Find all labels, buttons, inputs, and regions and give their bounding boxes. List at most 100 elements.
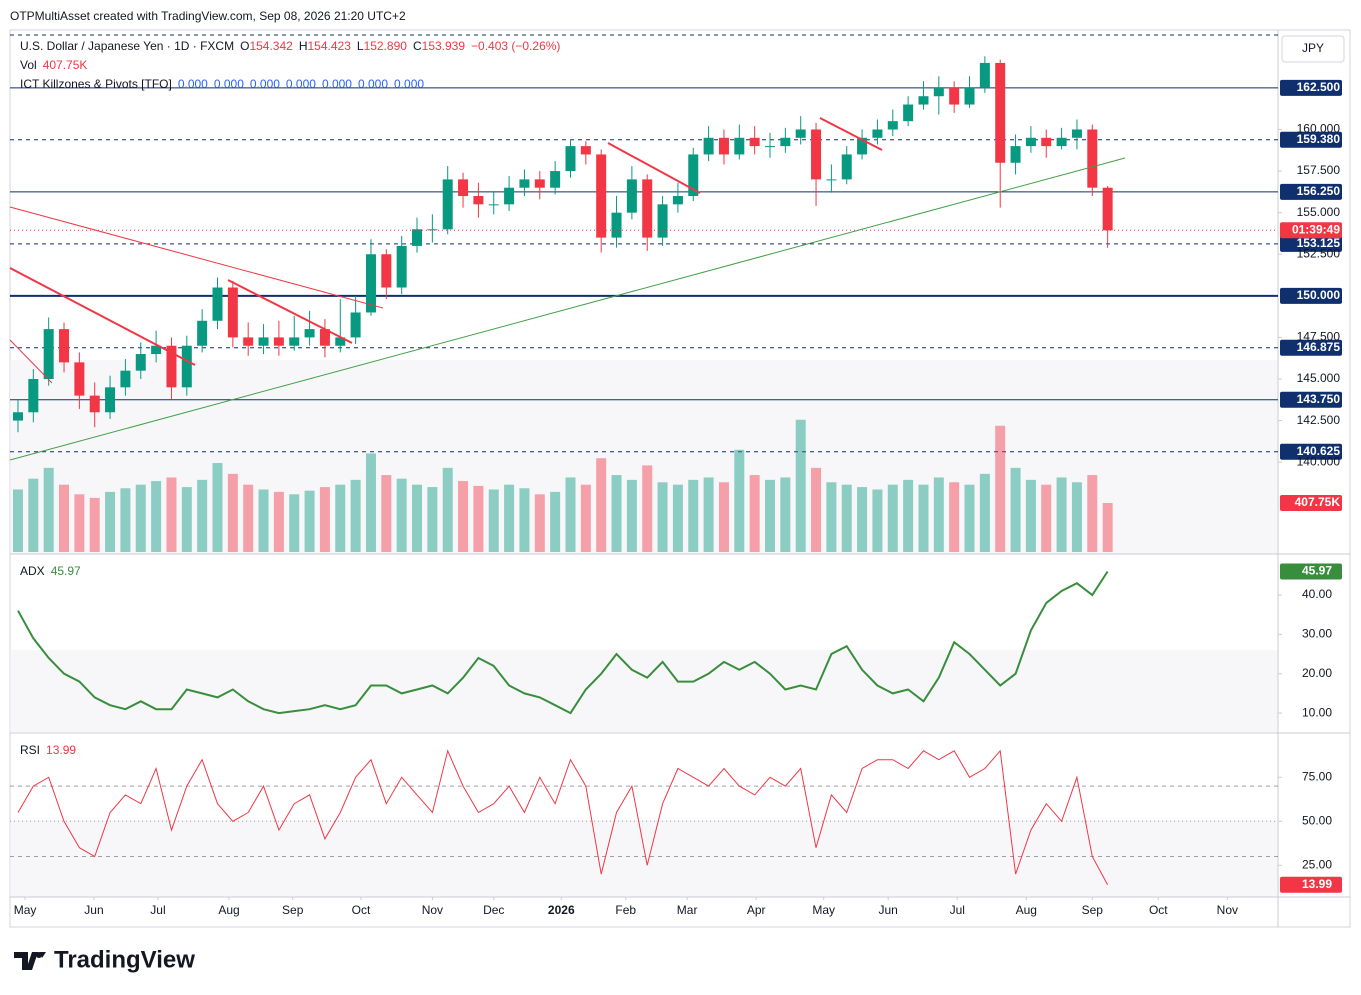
candle-body (672, 196, 683, 205)
level-tag (1280, 287, 1342, 304)
y-tick-label: 30.00 (1302, 627, 1332, 641)
indicator-value: 45.97 (51, 564, 81, 578)
volume-bar (488, 489, 499, 552)
y-tick-label: 20.00 (1302, 666, 1332, 680)
x-tick-label: Aug (1016, 903, 1037, 917)
volume-tag (1280, 494, 1342, 511)
candle-body (43, 329, 54, 380)
volume-bar (412, 484, 423, 552)
ohlc-value: 152.890 (364, 39, 408, 53)
candle-body (1041, 137, 1052, 147)
candle-body (59, 329, 70, 363)
volume-bar (811, 467, 822, 552)
level-label: 153.125 (1297, 236, 1341, 250)
ohlc-name: H (299, 39, 308, 53)
y-tick-label: 157.500 (1297, 163, 1341, 177)
volume-bar (243, 484, 254, 552)
indicator-name: ICT Killzones & Pivots [TFO] (20, 77, 172, 91)
volume-bar (458, 481, 469, 552)
main-pane (10, 56, 1278, 552)
candle-body (795, 129, 806, 138)
y-tick-label: 160.000 (1297, 122, 1341, 136)
volume-bar (995, 425, 1006, 552)
candle-body (811, 129, 822, 180)
candle-body (396, 245, 407, 288)
candle-body (887, 121, 898, 130)
credit: OTPMultiAsset created with TradingView.c… (10, 9, 406, 23)
volume-bar (565, 477, 576, 552)
candle-body (12, 412, 23, 421)
rsi-tag-label: 13.99 (1302, 877, 1332, 891)
volume-bar (212, 463, 223, 552)
volume-bar (181, 487, 192, 552)
x-tick-label: Mar (677, 903, 698, 917)
volume-bar (703, 477, 714, 552)
logo-mark (14, 952, 46, 970)
volume-bar (795, 419, 806, 552)
candle-body (166, 345, 177, 388)
candle-body (596, 154, 607, 238)
x-tick-label: Jun (84, 903, 103, 917)
level-label: 162.500 (1297, 80, 1341, 94)
indicator-value: 0.000 (322, 77, 352, 91)
candle-body (1087, 129, 1098, 188)
legend: Vol 407.75K (20, 58, 87, 72)
candle-body (918, 96, 929, 105)
volume-bar (626, 479, 637, 552)
volume-bar (350, 479, 361, 552)
level-label: 143.750 (1297, 392, 1341, 406)
x-tick-label: Oct (352, 903, 371, 917)
y-tick-label: 155.000 (1297, 205, 1341, 219)
volume-bar (519, 488, 530, 552)
level-tag (1280, 443, 1342, 460)
volume-bar (120, 488, 131, 552)
y-tick-label: 145.000 (1297, 371, 1341, 385)
volume-bar (642, 465, 653, 552)
candle-body (273, 337, 284, 346)
x-tick-label: Nov (1217, 903, 1238, 917)
y-tick-label: 147.500 (1297, 330, 1341, 344)
candle-body (412, 229, 423, 246)
candle-body (304, 329, 315, 338)
trend-line (9, 339, 53, 384)
candle-body (519, 179, 530, 188)
x-tick-label: Oct (1149, 903, 1168, 917)
candle-body (534, 179, 545, 188)
rsi-tag (1280, 876, 1342, 893)
candle-body (872, 129, 883, 138)
level-label: 150.000 (1297, 288, 1341, 302)
volume-bar (780, 477, 791, 552)
candle-body (857, 137, 868, 155)
level-label: 159.380 (1297, 132, 1341, 146)
volume-bar (841, 484, 852, 552)
volume-bar (273, 491, 284, 552)
candle-body (949, 87, 960, 105)
level-tag (1280, 79, 1342, 96)
volume-bar (197, 479, 208, 552)
x-tick-label: Apr (747, 903, 766, 917)
volume-bar (427, 487, 438, 552)
volume-bar (135, 484, 146, 552)
candle-body (995, 62, 1006, 163)
candle-body (611, 212, 622, 238)
volume-bar (74, 494, 85, 552)
y-tick-label: 40.00 (1302, 587, 1332, 601)
candle-body (1025, 137, 1036, 147)
pane-shade (10, 360, 1278, 554)
volume-bar (933, 477, 944, 552)
level-tag (1280, 339, 1342, 356)
candle-body (258, 337, 269, 346)
volume-bar (826, 482, 837, 552)
currency-box[interactable] (1281, 35, 1345, 63)
candle-body (135, 354, 146, 371)
volume-bar (166, 477, 177, 552)
volume-bar (381, 475, 392, 552)
indicator-value: 13.99 (46, 743, 76, 757)
volume-bar (857, 487, 868, 552)
candle-body (319, 329, 330, 346)
volume-bar (89, 497, 100, 552)
candle-body (89, 395, 100, 413)
volume-bar (396, 478, 407, 552)
level-label: 146.875 (1297, 340, 1341, 354)
